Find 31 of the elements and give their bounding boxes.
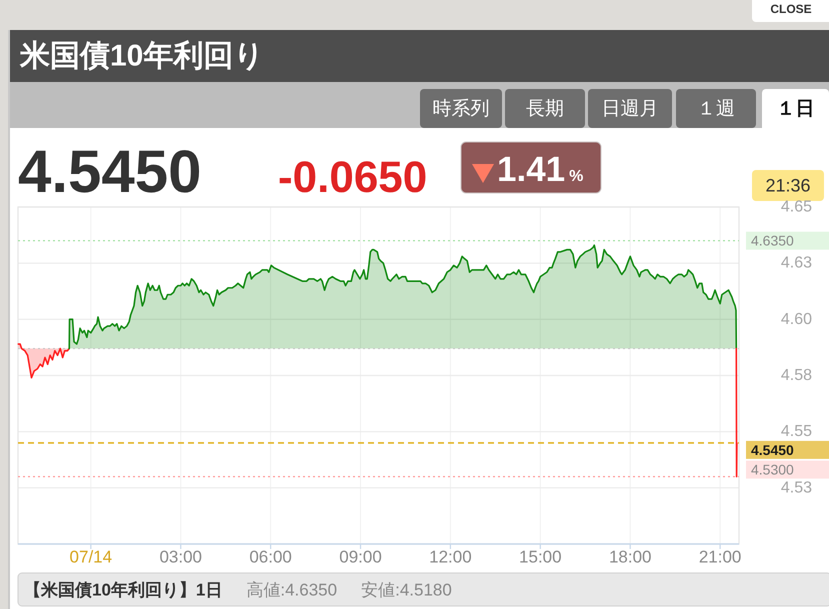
change: -0.0650 [278,153,428,202]
x-tick: 09:00 [339,548,382,566]
y-tick: 4.65 [780,198,812,216]
footer: 安値:4.5180 [361,580,452,600]
ref-label: 4.6350 [751,232,794,249]
tab-label: １日 [776,98,814,120]
title: 米国債10年利回り [20,40,264,72]
x-tick: 07/14 [70,548,112,566]
y-tick: 4.53 [780,479,812,496]
ref-label: 4.5300 [751,462,794,478]
x-tick: 21:00 [698,548,742,566]
x-tick: 15:00 [519,548,562,566]
y-tick: 4.58 [780,367,812,384]
y-tick: 4.55 [780,423,812,440]
tab-label: 日週月 [602,98,658,120]
ref-label: 4.5450 [751,442,794,458]
x-tick: 12:00 [429,548,472,566]
tab-label: １週 [697,98,735,120]
close-label: CLOSE [770,2,812,16]
time: 21:36 [765,176,811,196]
footer: 高値:4.6350 [246,580,338,600]
x-tick: 03:00 [159,548,202,566]
tab-label: 長期 [526,98,564,120]
footer: 【米国債10年利回り】1日 [24,580,222,600]
x-tick: 18:00 [608,548,652,566]
y-tick: 4.60 [780,310,812,328]
change-percent: 1.41% [497,150,584,189]
tab-label: 時系列 [432,98,490,120]
price: 4.5450 [18,138,202,205]
y-tick: 4.63 [780,254,812,272]
x-tick: 06:00 [249,548,292,566]
